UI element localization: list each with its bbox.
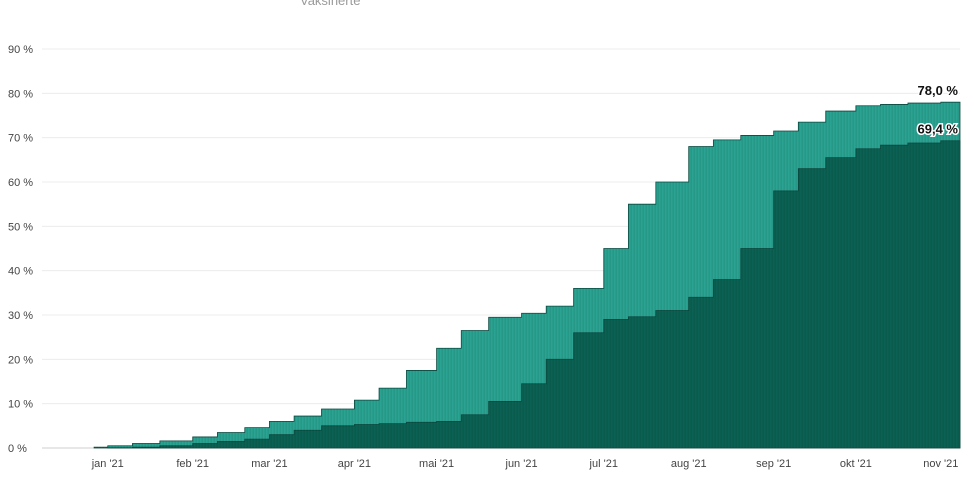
x-tick-label: feb '21 xyxy=(176,458,209,470)
x-tick-label: jul '21 xyxy=(589,458,618,470)
y-tick-label: 60 % xyxy=(8,177,33,189)
x-axis: jan '21 feb '21 mar '21 apr '21 mai '21 jun '… xyxy=(91,458,959,470)
y-tick-label: 30 % xyxy=(8,310,33,322)
y-tick-label: 20 % xyxy=(8,354,33,366)
y-tick-label: 90 % xyxy=(8,44,33,56)
legend-label-clipped: Vaksinerte xyxy=(300,0,361,8)
x-tick-label: sep '21 xyxy=(756,458,791,470)
y-tick-label: 50 % xyxy=(8,221,33,233)
y-tick-label: 10 % xyxy=(8,399,33,411)
end-labels: 78,0 % 69,4 % xyxy=(916,82,960,138)
x-tick-label: jun '21 xyxy=(505,458,538,470)
x-tick-label: mai '21 xyxy=(419,458,454,470)
first-dose-end-label: 78,0 % xyxy=(918,83,959,98)
y-tick-label: 0 % xyxy=(8,443,27,455)
x-tick-label: mar '21 xyxy=(251,458,287,470)
x-tick-label: jan '21 xyxy=(91,458,124,470)
fully-vaccinated-area xyxy=(107,140,961,449)
y-tick-label: 70 % xyxy=(8,133,33,145)
y-tick-label: 80 % xyxy=(8,88,33,100)
y-tick-label: 40 % xyxy=(8,266,33,278)
x-tick-label: okt '21 xyxy=(840,458,872,470)
series-areas xyxy=(93,101,961,449)
x-tick-label: nov '21 xyxy=(923,458,958,470)
x-tick-label: aug '21 xyxy=(671,458,707,470)
x-tick-label: apr '21 xyxy=(338,458,371,470)
y-axis: 0 % 10 % 20 % 30 % 40 % 50 % 60 % 70 % 80 % 90 % xyxy=(8,44,33,455)
fully-vaccinated-end-label: 69,4 % xyxy=(918,121,959,136)
